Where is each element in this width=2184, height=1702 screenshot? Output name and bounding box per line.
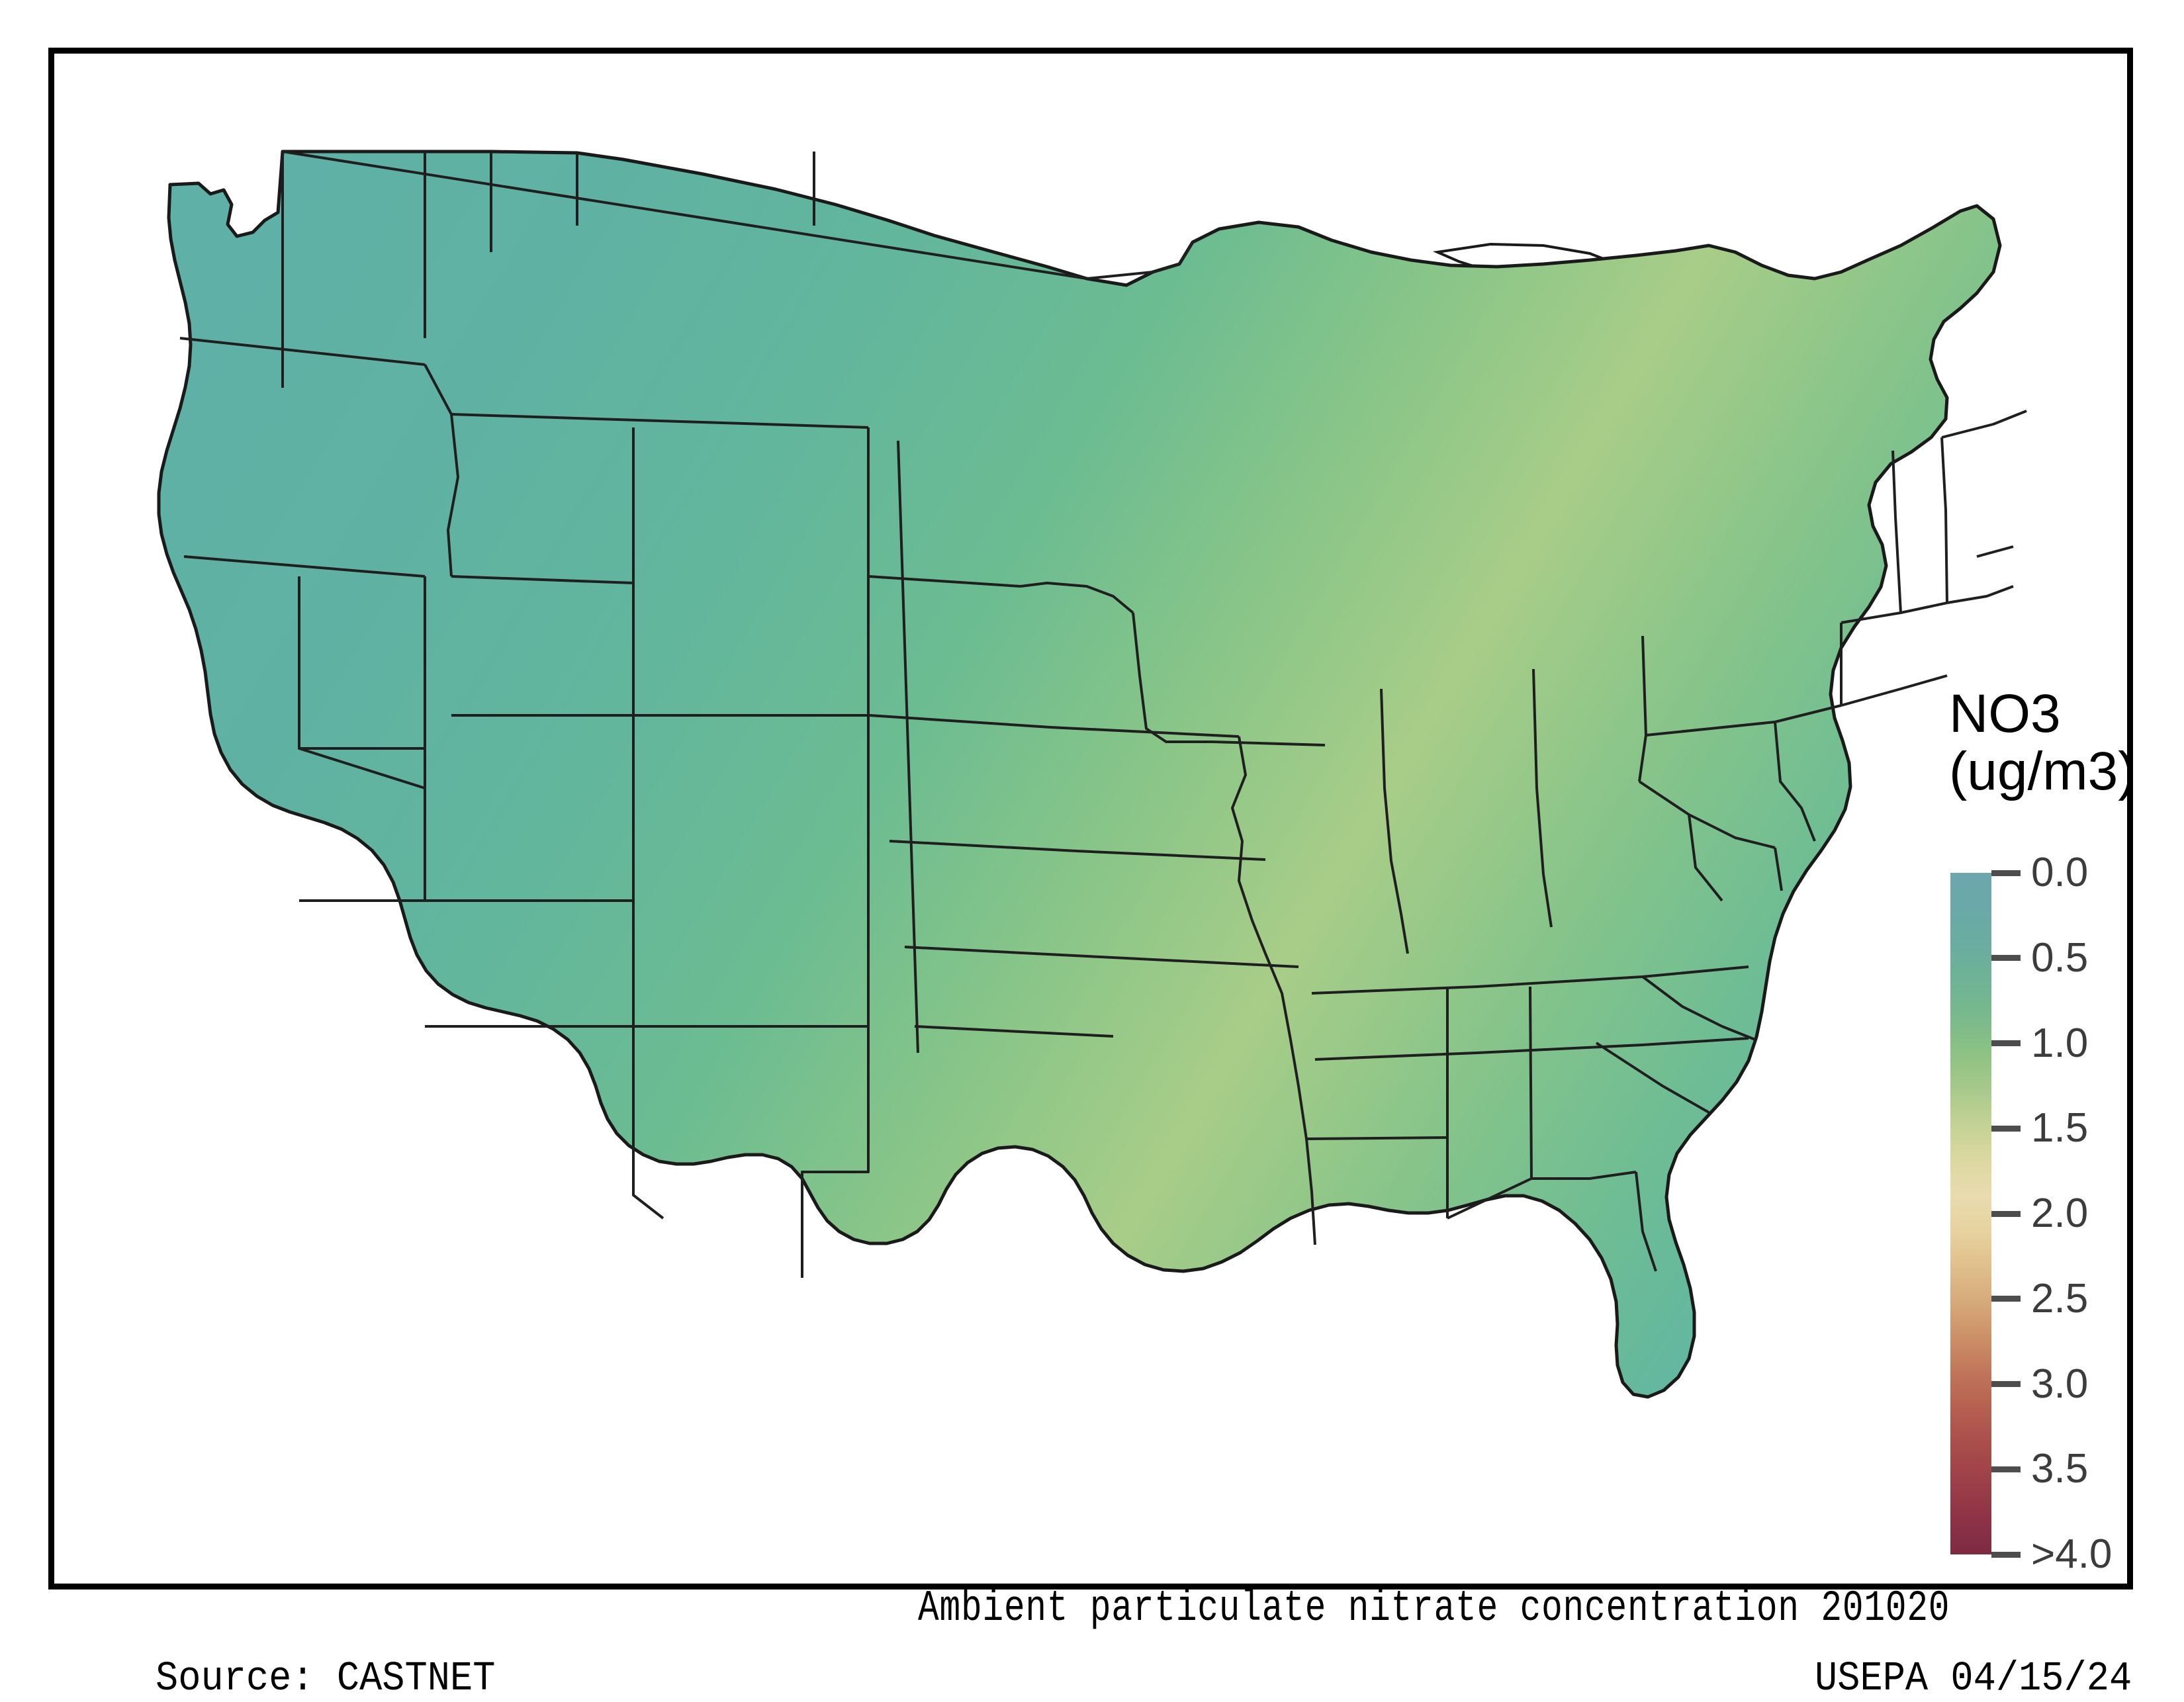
colorbar: 0.0 0.5 1.0 1.5 2.0 2.5 3.0 3.5 >4.0 xyxy=(1950,852,2112,1575)
colorbar-tick-label: 1.5 xyxy=(2031,1105,2089,1151)
colorbar-tick-label: 1.0 xyxy=(2031,1020,2089,1066)
colorbar-tick-mark xyxy=(1991,1040,2021,1046)
colorbar-tick-mark xyxy=(1991,955,2021,962)
colorbar-tick-label: >4.0 xyxy=(2031,1531,2113,1577)
colorbar-tick-label: 2.0 xyxy=(2031,1190,2089,1236)
colorbar-tick-label: 2.5 xyxy=(2031,1275,2089,1321)
colorbar-tick-mark xyxy=(1991,1296,2021,1302)
colorbar-tick-mark xyxy=(1991,870,2021,876)
source-label: Source: CASTNET xyxy=(156,1655,496,1702)
colorbar-tick-mark xyxy=(1991,1381,2021,1387)
colorbar-title-line2: (ug/m3) xyxy=(1949,740,2136,801)
colorbar-tick-label: 3.0 xyxy=(2031,1361,2089,1407)
colorbar-title: NO3 (ug/m3) xyxy=(1949,684,2136,801)
colorbar-tick-mark xyxy=(1991,1466,2021,1472)
figure-caption: Ambient particulate nitrate concentratio… xyxy=(918,1584,1950,1633)
colorbar-gradient xyxy=(1950,873,1991,1554)
agency-date-label: USEPA 04/15/24 xyxy=(1815,1655,2132,1702)
colorbar-tick-mark xyxy=(1991,1125,2021,1132)
figure-frame: NO3 (ug/m3) 0.0 0.5 1.0 1.5 2.0 2.5 3.0 3.5 >4.0… xyxy=(48,48,2136,1702)
colorbar-title-line1: NO3 xyxy=(1949,684,2061,744)
conus-landmass xyxy=(159,152,2000,1397)
colorbar-tick-mark xyxy=(1991,1551,2021,1558)
colorbar-tick-label: 0.0 xyxy=(2031,850,2089,895)
concentration-surface xyxy=(159,152,2000,1397)
colorbar-tick-label: 0.5 xyxy=(2031,934,2089,981)
map-canvas xyxy=(54,54,2127,1584)
nitrate-concentration-map xyxy=(159,152,2000,1397)
colorbar-tick-label: 3.5 xyxy=(2031,1446,2089,1492)
colorbar-tick-mark xyxy=(1991,1210,2021,1217)
